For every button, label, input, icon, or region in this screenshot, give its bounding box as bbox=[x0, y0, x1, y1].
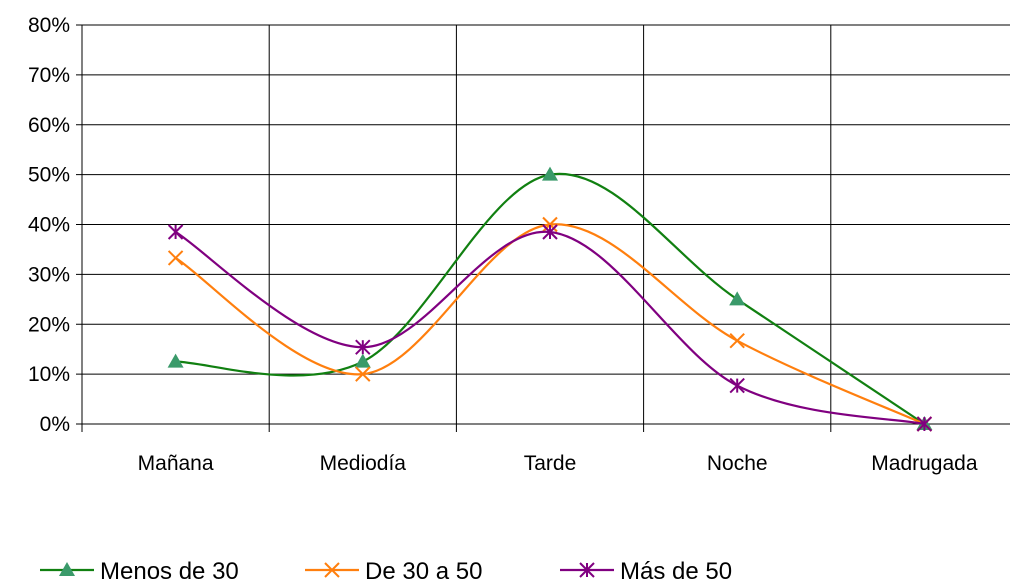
y-tick-label: 50% bbox=[28, 164, 70, 187]
data-point bbox=[354, 353, 371, 368]
legend-item: Más de 50 bbox=[560, 558, 732, 585]
data-point bbox=[167, 250, 184, 266]
series-0 bbox=[167, 166, 933, 430]
x-tick-label: Madrugada bbox=[871, 452, 978, 475]
x-tick-label: Tarde bbox=[524, 452, 577, 475]
legend-marker bbox=[324, 562, 340, 578]
y-tick-label: 0% bbox=[40, 413, 70, 436]
data-point bbox=[355, 339, 371, 355]
series-line bbox=[175, 172, 926, 425]
legend: Menos de 30 De 30 a 50 Más de 50 bbox=[40, 558, 732, 585]
legend-label: De 30 a 50 bbox=[365, 558, 482, 585]
legend-item: Menos de 30 bbox=[40, 558, 239, 585]
data-point bbox=[916, 416, 933, 432]
legend-label: Más de 50 bbox=[620, 558, 732, 585]
x-tick-label: Mañana bbox=[138, 452, 214, 475]
data-point bbox=[167, 353, 184, 368]
data-point bbox=[542, 166, 558, 181]
grid bbox=[76, 24, 1010, 432]
legend-marker bbox=[579, 562, 595, 578]
series-lines bbox=[167, 166, 933, 432]
y-tick-label: 80% bbox=[28, 14, 70, 37]
y-tick-label: 30% bbox=[28, 263, 70, 286]
y-axis-tick-labels: 0% 10% 20% 30% 40% 50% 60% 70% 80% bbox=[28, 14, 70, 436]
y-tick-label: 60% bbox=[28, 114, 70, 137]
legend-marker bbox=[59, 562, 75, 576]
x-axis-tick-labels: Mañana Mediodía Tarde Noche Madrugada bbox=[138, 452, 978, 475]
x-tick-label: Mediodía bbox=[320, 452, 407, 475]
x-tick-label: Noche bbox=[707, 452, 768, 475]
y-tick-label: 40% bbox=[28, 214, 70, 237]
y-tick-label: 10% bbox=[28, 363, 70, 386]
data-point bbox=[542, 224, 558, 240]
series-2 bbox=[167, 224, 933, 432]
y-tick-label: 70% bbox=[28, 64, 70, 87]
y-tick-label: 20% bbox=[28, 313, 70, 336]
legend-label: Menos de 30 bbox=[100, 558, 239, 585]
legend-item: De 30 a 50 bbox=[305, 558, 482, 585]
data-point bbox=[355, 366, 371, 382]
data-point bbox=[542, 216, 558, 233]
series-line bbox=[175, 230, 925, 426]
data-point bbox=[167, 224, 184, 240]
data-point bbox=[729, 377, 745, 394]
series-1 bbox=[167, 216, 933, 432]
data-point bbox=[729, 291, 746, 306]
data-point bbox=[729, 333, 745, 349]
